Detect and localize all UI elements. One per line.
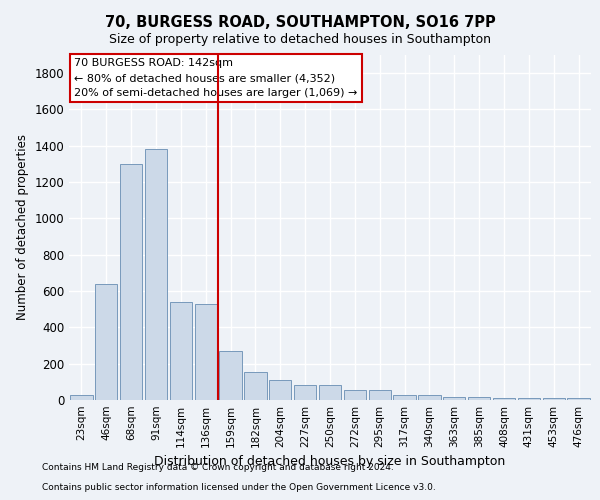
Text: 70 BURGESS ROAD: 142sqm
← 80% of detached houses are smaller (4,352)
20% of semi: 70 BURGESS ROAD: 142sqm ← 80% of detache… <box>74 58 358 98</box>
X-axis label: Distribution of detached houses by size in Southampton: Distribution of detached houses by size … <box>154 456 506 468</box>
Bar <box>368 390 391 400</box>
Bar <box>394 394 416 400</box>
Bar <box>170 302 192 400</box>
Bar <box>220 351 242 400</box>
Bar <box>294 386 316 400</box>
Bar <box>145 150 167 400</box>
Bar <box>518 398 540 400</box>
Bar <box>493 398 515 400</box>
Text: Size of property relative to detached houses in Southampton: Size of property relative to detached ho… <box>109 32 491 46</box>
Bar <box>269 380 292 400</box>
Bar <box>244 372 266 400</box>
Text: 70, BURGESS ROAD, SOUTHAMPTON, SO16 7PP: 70, BURGESS ROAD, SOUTHAMPTON, SO16 7PP <box>104 15 496 30</box>
Bar <box>443 398 466 400</box>
Y-axis label: Number of detached properties: Number of detached properties <box>16 134 29 320</box>
Text: Contains HM Land Registry data © Crown copyright and database right 2024.: Contains HM Land Registry data © Crown c… <box>42 464 394 472</box>
Bar <box>120 164 142 400</box>
Bar <box>568 398 590 400</box>
Bar <box>418 396 440 400</box>
Bar <box>344 390 366 400</box>
Bar <box>542 398 565 400</box>
Text: Contains public sector information licensed under the Open Government Licence v3: Contains public sector information licen… <box>42 484 436 492</box>
Bar <box>319 386 341 400</box>
Bar <box>468 398 490 400</box>
Bar <box>95 284 118 400</box>
Bar <box>194 304 217 400</box>
Bar <box>70 394 92 400</box>
